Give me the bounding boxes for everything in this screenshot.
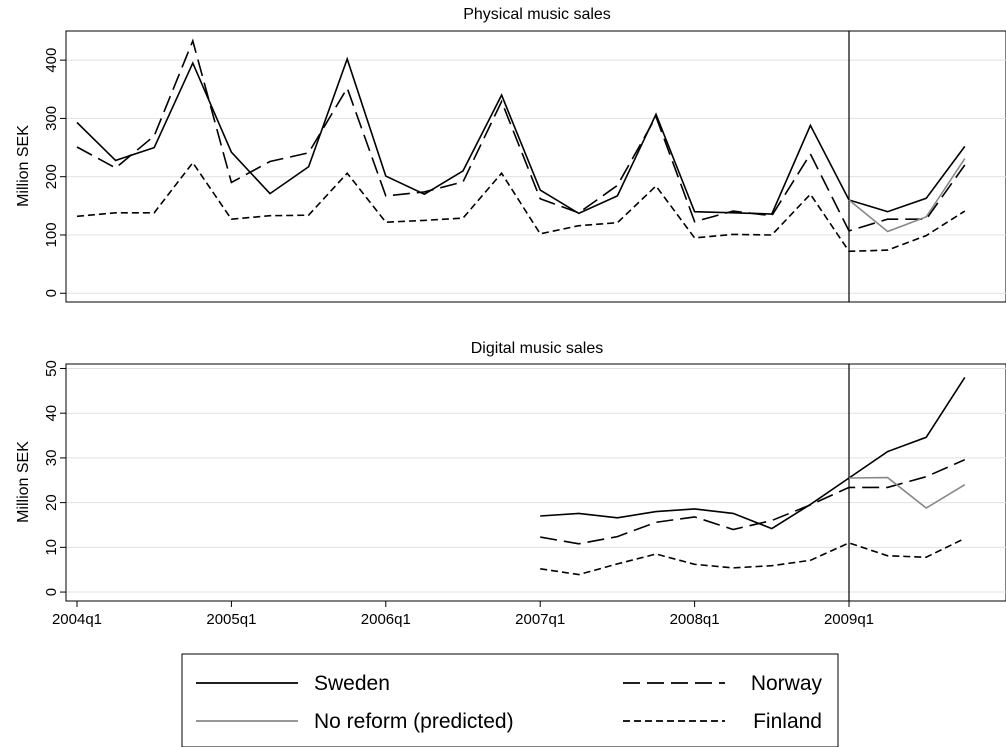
x-tick-label: 2008q1 xyxy=(670,611,720,628)
digital-plot-area xyxy=(65,363,1006,602)
digital-y-tick-label: 10 xyxy=(43,539,60,556)
x-tick-label: 2006q1 xyxy=(361,611,411,628)
digital-y-axis: 0 10 20 30 40 50 xyxy=(43,360,67,601)
legend-label-sweden: Sweden xyxy=(314,672,390,695)
digital-series-noreform xyxy=(848,476,966,509)
physical-y-tick-label: 300 xyxy=(43,106,60,131)
legend-label-norway: Norway xyxy=(751,672,823,695)
physical-series xyxy=(76,38,966,253)
physical-sales-title: Physical music sales xyxy=(463,6,611,23)
physical-series-finland xyxy=(76,161,966,253)
physical-series-sweden xyxy=(76,56,966,215)
digital-sales-panel: Digital music sales 0 10 20 30 40 50 Million … xyxy=(15,340,1006,602)
physical-series-noreform xyxy=(848,158,966,233)
digital-series-sweden xyxy=(540,376,966,530)
digital-series xyxy=(540,376,966,576)
physical-sales-panel: Physical music sales 0 100 200 300 400 Milli… xyxy=(15,6,1006,303)
physical-y-tick-label: 100 xyxy=(43,222,60,247)
physical-y-tick-label: 0 xyxy=(43,289,60,297)
digital-series-finland xyxy=(540,537,966,576)
legend: Sweden Norway No reform (predicted) Finland xyxy=(181,653,839,747)
x-tick-label: 2009q1 xyxy=(824,611,874,628)
digital-series-norway xyxy=(540,458,966,545)
digital-y-tick-label: 0 xyxy=(43,588,60,596)
physical-y-tick-label: 400 xyxy=(43,48,60,73)
physical-y-axis-title: Million SEK xyxy=(15,125,32,207)
x-tick-label: 2004q1 xyxy=(52,611,102,628)
legend-label-finland: Finland xyxy=(753,710,822,733)
legend-box xyxy=(181,653,839,747)
physical-plot-area xyxy=(65,30,1006,303)
physical-y-axis: 0 100 200 300 400 xyxy=(43,31,67,302)
x-tick-label: 2007q1 xyxy=(515,611,565,628)
x-tick-label: 2005q1 xyxy=(206,611,256,628)
physical-series-norway xyxy=(76,38,966,232)
digital-y-tick-label: 50 xyxy=(43,360,60,377)
digital-sales-title: Digital music sales xyxy=(471,340,603,357)
digital-y-tick-label: 20 xyxy=(43,494,60,511)
digital-y-tick-label: 40 xyxy=(43,405,60,422)
digital-y-tick-label: 30 xyxy=(43,450,60,467)
physical-y-tick-label: 200 xyxy=(43,164,60,189)
x-axis: 2004q1 2005q1 2006q1 2007q1 2008q1 2009q1 xyxy=(52,601,874,628)
legend-label-noreform: No reform (predicted) xyxy=(314,710,514,733)
digital-y-axis-title: Million SEK xyxy=(15,441,32,523)
